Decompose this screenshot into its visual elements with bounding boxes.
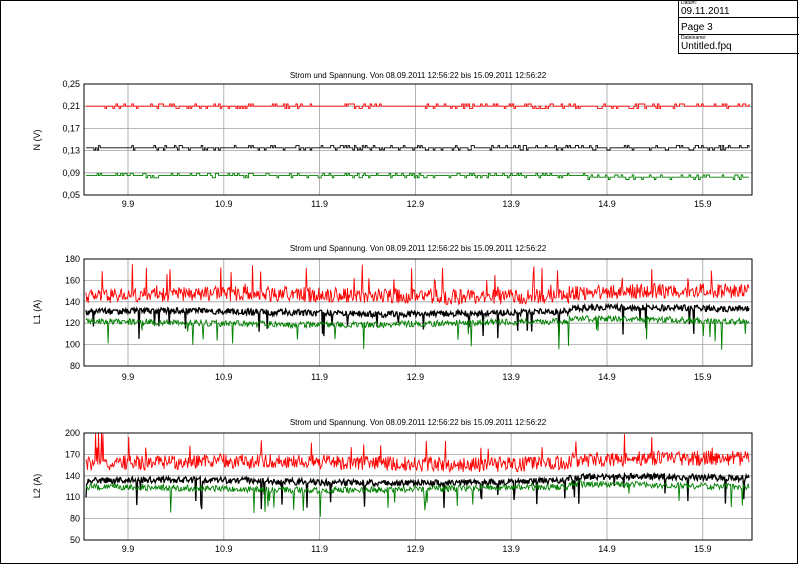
series-line-red xyxy=(85,264,750,306)
y-tick-label: 140 xyxy=(65,471,80,481)
x-tick-label: 13.9 xyxy=(502,372,520,382)
chart-3: Strom und Spannung. Von 08.09.2011 12:56… xyxy=(32,418,753,554)
y-tick-label: 0,17 xyxy=(62,123,80,133)
page-number: Page 3 xyxy=(681,22,713,33)
date-row: Datum: 09.11.2011 xyxy=(679,0,799,18)
series-line-green xyxy=(86,172,749,180)
y-tick-label: 0,13 xyxy=(62,146,80,156)
x-tick-label: 11.9 xyxy=(311,372,328,382)
y-tick-label: 140 xyxy=(65,297,80,307)
y-tick-label: 200 xyxy=(65,428,80,438)
y-tick-label: 110 xyxy=(66,492,80,502)
series-line-red xyxy=(85,432,750,474)
x-tick-label: 14.9 xyxy=(598,372,616,382)
plot-frame xyxy=(83,258,753,367)
chart-title: Strom und Spannung. Von 08.09.2011 12:56… xyxy=(290,244,547,253)
x-tick-label: 11.9 xyxy=(311,544,328,554)
chart-1: Strom und Spannung. Von 08.09.2011 12:56… xyxy=(32,71,753,209)
x-tick-label: 15.9 xyxy=(694,544,712,554)
x-tick-label: 10.9 xyxy=(215,372,233,382)
chart-title: Strom und Spannung. Von 08.09.2011 12:56… xyxy=(290,418,547,427)
y-tick-label: 170 xyxy=(65,449,80,459)
x-tick-label: 9.9 xyxy=(122,199,135,209)
x-tick-label: 10.9 xyxy=(215,544,233,554)
date-value: 09.11.2011 xyxy=(681,6,730,17)
y-axis-label: L1 (A) xyxy=(32,300,42,325)
plot-frame xyxy=(83,83,753,196)
x-tick-label: 10.9 xyxy=(215,199,233,209)
y-tick-label: 50 xyxy=(70,535,80,545)
series-line-red xyxy=(86,103,750,109)
info-box: Datum: 09.11.2011 Page 3 Dateiname: Unti… xyxy=(678,0,799,54)
x-tick-label: 14.9 xyxy=(598,544,616,554)
series-line-black xyxy=(86,145,750,151)
x-tick-label: 13.9 xyxy=(502,199,520,209)
series-line-green xyxy=(85,314,750,350)
filename-label: Dateiname: xyxy=(681,35,707,41)
filename-value: Untitled.fpq xyxy=(681,41,732,52)
x-tick-label: 14.9 xyxy=(598,199,616,209)
x-tick-label: 12.9 xyxy=(407,199,425,209)
y-tick-label: 180 xyxy=(65,254,80,264)
plot-frame xyxy=(83,432,753,541)
y-tick-label: 80 xyxy=(70,514,80,524)
y-tick-label: 120 xyxy=(65,318,80,328)
series-line-green xyxy=(85,480,750,517)
series-line-black xyxy=(85,471,750,510)
y-axis-label: N (V) xyxy=(32,130,42,151)
y-tick-label: 80 xyxy=(70,361,80,371)
x-tick-label: 11.9 xyxy=(311,199,328,209)
series-line-black xyxy=(85,302,750,339)
y-tick-label: 0,05 xyxy=(62,190,80,200)
x-tick-label: 13.9 xyxy=(502,544,520,554)
x-tick-label: 9.9 xyxy=(122,544,135,554)
y-tick-label: 0,25 xyxy=(62,79,80,89)
y-tick-label: 0,09 xyxy=(62,168,80,178)
y-axis-label: L2 (A) xyxy=(32,474,42,499)
y-tick-label: 160 xyxy=(65,275,80,285)
y-tick-label: 100 xyxy=(65,340,80,350)
x-tick-label: 12.9 xyxy=(407,544,425,554)
page-row: Page 3 xyxy=(679,18,799,35)
chart-2: Strom und Spannung. Von 08.09.2011 12:56… xyxy=(32,244,753,382)
x-tick-label: 9.9 xyxy=(122,372,135,382)
x-tick-label: 15.9 xyxy=(694,199,712,209)
x-tick-label: 15.9 xyxy=(694,372,712,382)
date-label: Datum: xyxy=(681,0,698,6)
y-tick-label: 0,21 xyxy=(62,101,80,111)
x-tick-label: 12.9 xyxy=(407,372,425,382)
chart-title: Strom und Spannung. Von 08.09.2011 12:56… xyxy=(290,71,547,80)
filename-row: Dateiname: Untitled.fpq xyxy=(679,35,799,54)
